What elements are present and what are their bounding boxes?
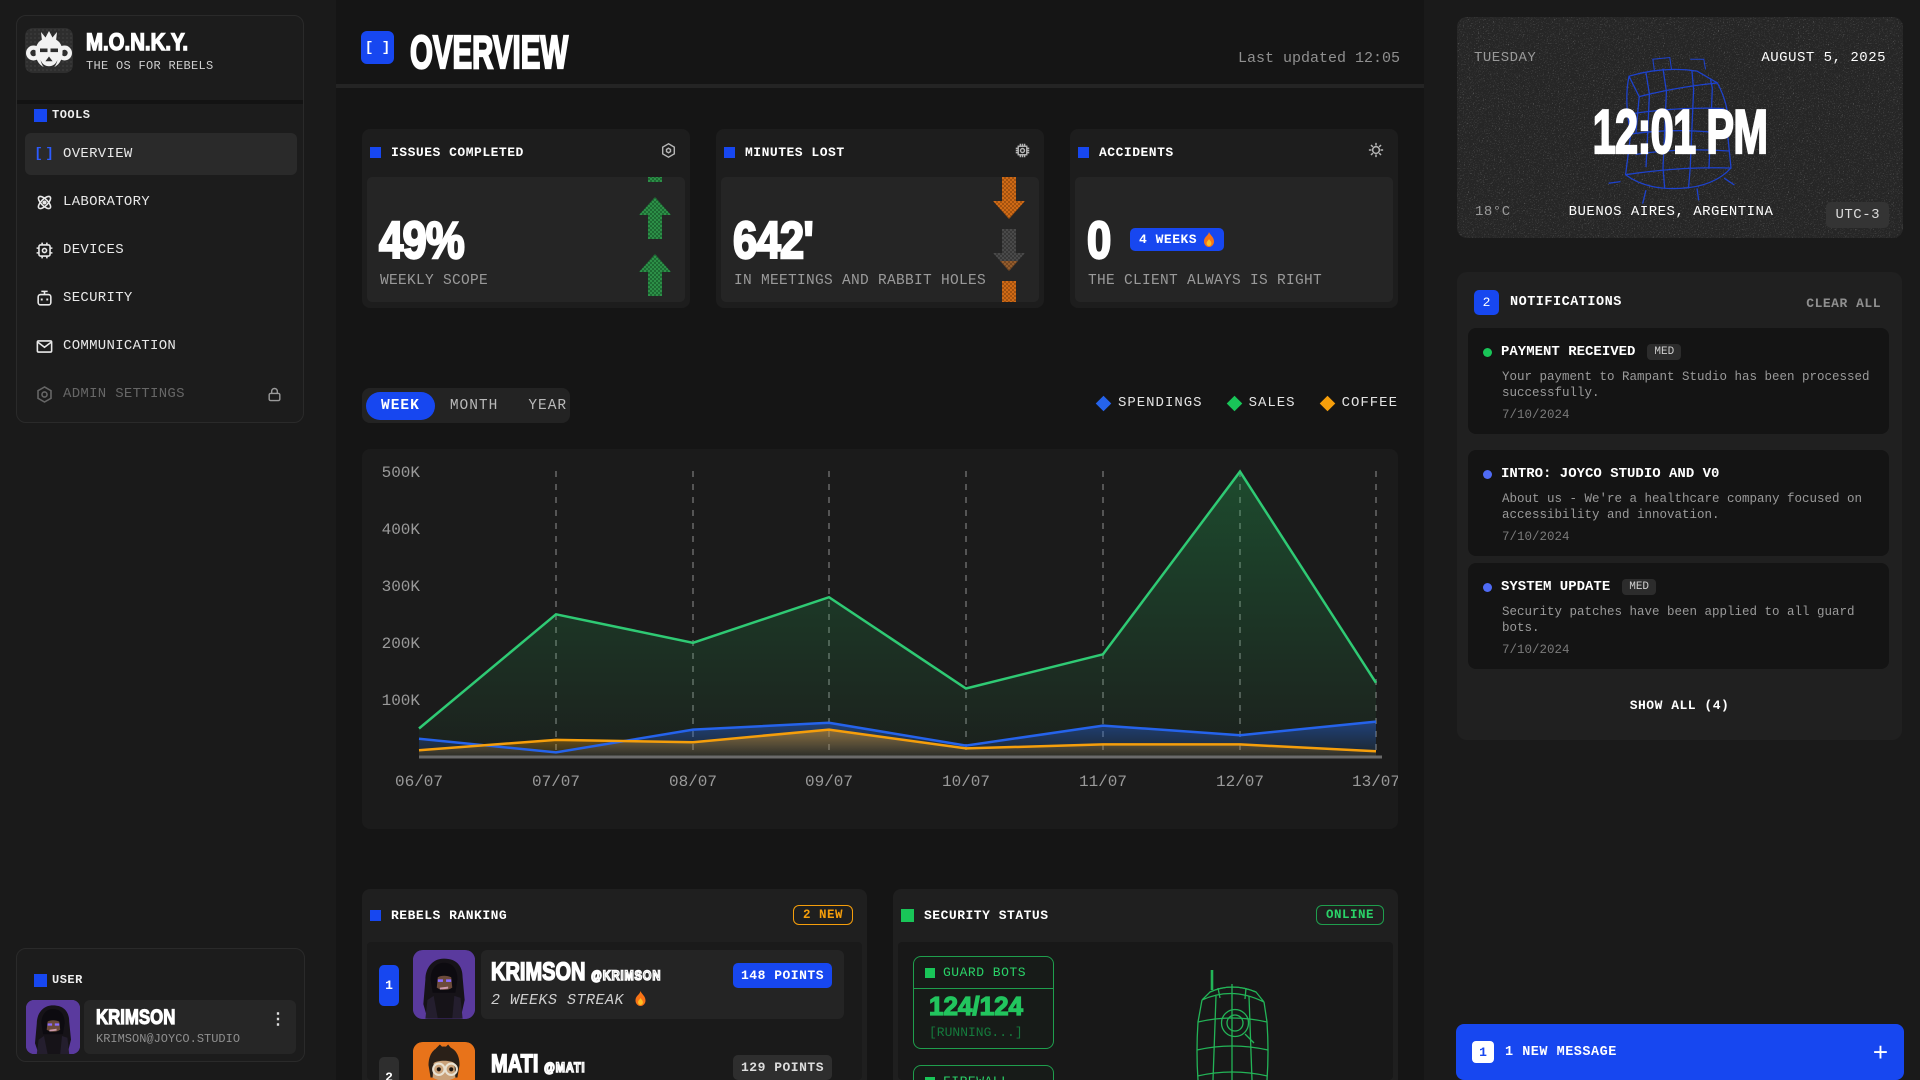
svg-text:400K: 400K <box>382 521 421 539</box>
svg-text:11/07: 11/07 <box>1079 773 1127 791</box>
svg-text:09/07: 09/07 <box>805 773 853 791</box>
svg-text:500K: 500K <box>382 464 421 482</box>
svg-text:13/07: 13/07 <box>1352 773 1398 791</box>
svg-text:100K: 100K <box>382 692 421 710</box>
svg-text:10/07: 10/07 <box>942 773 990 791</box>
svg-text:200K: 200K <box>382 635 421 653</box>
svg-text:06/07: 06/07 <box>395 773 443 791</box>
svg-text:08/07: 08/07 <box>669 773 717 791</box>
svg-text:12/07: 12/07 <box>1216 773 1264 791</box>
svg-text:300K: 300K <box>382 578 421 596</box>
svg-text:07/07: 07/07 <box>532 773 580 791</box>
